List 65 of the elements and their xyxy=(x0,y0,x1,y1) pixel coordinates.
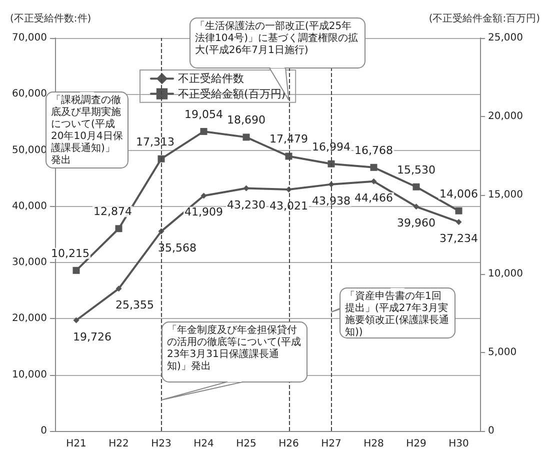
y2-tick-label: 10,000 xyxy=(488,268,523,280)
data-label: 12,874 xyxy=(94,205,132,218)
y-tick-label: 60,000 xyxy=(12,88,47,100)
data-label: 43,021 xyxy=(270,199,308,212)
data-label: 44,466 xyxy=(354,191,393,204)
x-tick-label: H22 xyxy=(108,438,129,450)
x-tick-label: H26 xyxy=(278,438,299,450)
y-tick-label: 20,000 xyxy=(12,313,47,324)
data-label: 18,690 xyxy=(227,114,266,127)
data-label: 16,768 xyxy=(354,144,393,157)
x-tick-label: H28 xyxy=(364,438,384,450)
x-tick-label: H23 xyxy=(151,438,172,450)
data-label: 19,726 xyxy=(73,330,112,344)
y2-axis-title: (不正受給件金額:百万円) xyxy=(428,12,540,24)
data-label: 41,909 xyxy=(184,206,223,219)
ref-line-label: 「生活保護法の一部改正(平成25年法律104号)」に基づく調査権限の拡大(平成26年7月1日施行) xyxy=(195,21,359,57)
y-tick-label: 30,000 xyxy=(12,257,47,268)
x-tick-label: H29 xyxy=(406,438,426,450)
x-tick-label: H25 xyxy=(236,438,256,450)
y-tick-label: 50,000 xyxy=(12,144,47,156)
x-tick-label: H24 xyxy=(194,438,214,450)
data-label: 14,006 xyxy=(440,187,478,200)
point xyxy=(200,192,207,199)
y2-tick-label: 20,000 xyxy=(488,111,523,122)
x-tick-label: H21 xyxy=(66,438,86,450)
annotation: 「課税調査の徹底及び早期実施について(平成20年10月4日保護課長通知)」発出 xyxy=(51,95,123,167)
point xyxy=(328,160,335,168)
data-label: 10,215 xyxy=(51,246,90,260)
y2-tick-label: 25,000 xyxy=(488,32,523,44)
data-label: 19,054 xyxy=(184,108,223,121)
data-label: 43,230 xyxy=(227,198,266,212)
point xyxy=(72,266,80,274)
y2-tick-label: 15,000 xyxy=(488,190,523,201)
y-tick-label: 0 xyxy=(40,426,47,436)
data-label: 17,479 xyxy=(270,132,308,146)
y-axis-title: (不正受給件数:件) xyxy=(10,12,92,24)
legend-label: 不正受給件数 xyxy=(178,72,244,86)
point xyxy=(200,128,208,135)
point xyxy=(412,183,420,190)
y-tick-label: 10,000 xyxy=(12,369,47,380)
point xyxy=(242,134,250,141)
x-tick-label: H30 xyxy=(448,438,469,450)
y-tick-label: 70,000 xyxy=(12,32,47,44)
data-label: 39,960 xyxy=(397,216,436,230)
data-label: 43,938 xyxy=(312,194,350,208)
point xyxy=(456,218,462,225)
point xyxy=(455,207,462,214)
point xyxy=(115,225,122,232)
data-label: 15,530 xyxy=(397,163,436,176)
point xyxy=(116,286,122,292)
ref-line-label: 「資産申告書の年1回提出」(平成27年3月実施要領改正(保護課長通知)) xyxy=(345,291,450,339)
data-label: 16,994 xyxy=(312,140,350,154)
point xyxy=(158,155,165,162)
point xyxy=(370,164,378,171)
point xyxy=(413,204,420,210)
point xyxy=(73,317,80,324)
data-label: 17,313 xyxy=(136,135,174,148)
data-label: 25,355 xyxy=(116,298,154,312)
x-tick-label: H27 xyxy=(321,438,342,450)
data-label: 35,568 xyxy=(158,241,196,254)
data-label: 37,234 xyxy=(440,232,478,245)
ref-line-label: 「年金制度及び年金担保貸付の活用の徹底等について(平成23年3月31日保護課長通知)」発出 xyxy=(167,325,302,373)
y2-tick-label: 0 xyxy=(488,426,494,436)
y2-tick-label: 5,000 xyxy=(488,346,517,358)
y-tick-label: 40,000 xyxy=(12,200,47,212)
